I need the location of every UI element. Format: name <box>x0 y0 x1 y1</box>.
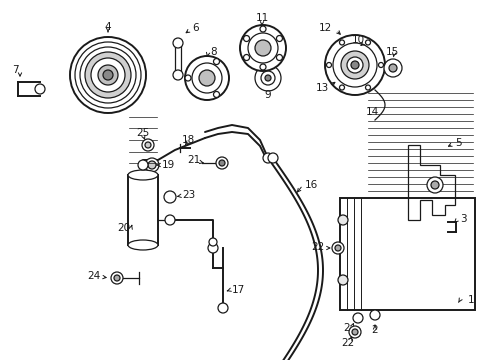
Circle shape <box>254 40 270 56</box>
Text: 2: 2 <box>371 325 378 335</box>
Circle shape <box>173 38 183 48</box>
Text: 11: 11 <box>255 13 268 23</box>
Text: 1: 1 <box>467 295 474 305</box>
Text: 2: 2 <box>343 323 349 333</box>
Text: 8: 8 <box>209 47 216 57</box>
Circle shape <box>213 91 219 98</box>
Circle shape <box>339 85 344 90</box>
Text: 17: 17 <box>231 285 245 295</box>
Circle shape <box>218 303 227 313</box>
Circle shape <box>254 65 281 91</box>
Circle shape <box>103 70 113 80</box>
Text: 23: 23 <box>182 190 195 200</box>
Circle shape <box>276 54 282 60</box>
Circle shape <box>350 61 358 69</box>
Circle shape <box>264 75 270 81</box>
Circle shape <box>216 157 227 169</box>
Circle shape <box>208 238 217 246</box>
Circle shape <box>164 215 175 225</box>
Circle shape <box>326 63 331 68</box>
Circle shape <box>325 35 384 95</box>
Circle shape <box>145 158 159 172</box>
Text: 22: 22 <box>341 338 354 348</box>
Circle shape <box>352 313 362 323</box>
Circle shape <box>240 25 285 71</box>
Text: 19: 19 <box>162 160 175 170</box>
Circle shape <box>111 272 123 284</box>
Circle shape <box>184 75 191 81</box>
Circle shape <box>365 85 370 90</box>
Text: 14: 14 <box>365 107 378 117</box>
Text: 6: 6 <box>192 23 198 33</box>
Circle shape <box>184 56 228 100</box>
Text: 4: 4 <box>104 22 111 32</box>
Text: 5: 5 <box>454 138 461 148</box>
Circle shape <box>348 326 360 338</box>
Circle shape <box>337 275 347 285</box>
Circle shape <box>138 160 148 170</box>
Circle shape <box>98 65 118 85</box>
Circle shape <box>378 63 383 68</box>
Text: 16: 16 <box>305 180 318 190</box>
Text: 25: 25 <box>136 128 149 138</box>
Circle shape <box>337 215 347 225</box>
Circle shape <box>351 329 357 335</box>
Text: 18: 18 <box>181 135 194 145</box>
Circle shape <box>85 52 131 98</box>
Text: 22: 22 <box>311 242 325 252</box>
Circle shape <box>334 245 340 251</box>
Text: 12: 12 <box>318 23 331 33</box>
Circle shape <box>80 47 136 103</box>
Circle shape <box>267 153 278 163</box>
Circle shape <box>340 51 368 79</box>
Bar <box>339 198 474 310</box>
Circle shape <box>70 37 146 113</box>
Circle shape <box>243 36 249 41</box>
Circle shape <box>388 64 396 72</box>
Circle shape <box>331 242 343 254</box>
Circle shape <box>213 59 219 64</box>
Circle shape <box>145 142 151 148</box>
Text: 24: 24 <box>86 271 100 281</box>
Circle shape <box>35 84 45 94</box>
Text: 21: 21 <box>186 155 200 165</box>
Circle shape <box>332 43 376 87</box>
Circle shape <box>260 64 265 70</box>
Text: 20: 20 <box>117 223 130 233</box>
Circle shape <box>75 42 141 108</box>
Circle shape <box>148 161 156 169</box>
Circle shape <box>276 36 282 41</box>
Circle shape <box>346 57 362 73</box>
Text: 9: 9 <box>264 90 271 100</box>
Ellipse shape <box>128 170 158 180</box>
Circle shape <box>142 139 154 151</box>
Circle shape <box>430 181 438 189</box>
Circle shape <box>243 54 249 60</box>
Text: 3: 3 <box>459 214 466 224</box>
Circle shape <box>192 63 222 93</box>
Text: 15: 15 <box>385 47 398 57</box>
Circle shape <box>114 275 120 281</box>
Circle shape <box>263 153 272 163</box>
Text: 13: 13 <box>315 83 328 93</box>
Circle shape <box>339 40 344 45</box>
Circle shape <box>91 58 125 92</box>
Text: 7: 7 <box>12 65 18 75</box>
Circle shape <box>383 59 401 77</box>
Bar <box>128 175 158 245</box>
Circle shape <box>426 177 442 193</box>
Text: 10: 10 <box>351 35 364 45</box>
Circle shape <box>207 243 218 253</box>
Circle shape <box>219 160 224 166</box>
Circle shape <box>199 70 215 86</box>
Circle shape <box>247 33 278 63</box>
Ellipse shape <box>128 240 158 250</box>
Circle shape <box>369 310 379 320</box>
Circle shape <box>163 191 176 203</box>
Circle shape <box>261 71 274 85</box>
Circle shape <box>173 70 183 80</box>
Circle shape <box>260 26 265 32</box>
Circle shape <box>365 40 370 45</box>
